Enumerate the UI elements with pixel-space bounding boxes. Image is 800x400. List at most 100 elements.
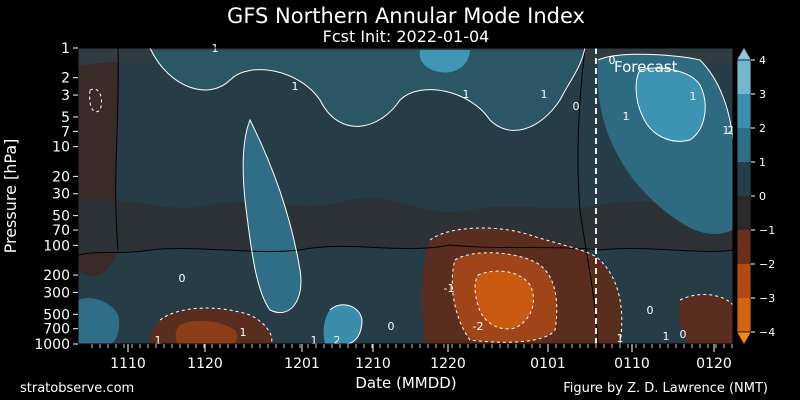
positive-upper-right-core xyxy=(419,50,470,73)
contour-zero-line xyxy=(577,48,599,344)
footer-credit: Figure by Z. D. Lawrence (NMT) xyxy=(563,381,768,396)
y-tick-label: 70 xyxy=(52,223,70,239)
contour-labels: 1 1 1 1 1 1 0 0 1 2 0 2 1 1 1 1 0 -1 -2 … xyxy=(155,42,735,347)
contour-positive-line xyxy=(329,304,363,344)
colorbar-tick-label: 2 xyxy=(759,122,766,135)
y-tick-label: 1000 xyxy=(34,337,70,353)
x-tick-label: 0101 xyxy=(530,356,566,372)
y-tick-label: 200 xyxy=(43,268,70,284)
colorbar-tick-label: 0 xyxy=(759,190,766,203)
plot-frame xyxy=(77,47,734,345)
contour-label: 0 xyxy=(680,328,687,341)
contour-label: 1 xyxy=(541,88,548,101)
contour-positive-line xyxy=(242,118,302,313)
x-axis-label: Date (MMDD) xyxy=(355,374,456,392)
contour-label: 2 xyxy=(334,334,341,347)
x-axis: 1110 1120 1201 1210 1220 0101 0110 0120 xyxy=(91,344,733,372)
positive-column-region xyxy=(243,120,301,313)
colorbar-extend-top xyxy=(737,48,751,60)
y-tick-label: 5 xyxy=(61,110,70,126)
contour-label: 0 xyxy=(609,54,616,67)
y-tick-label: 100 xyxy=(43,238,70,254)
positive-upper-region xyxy=(150,50,585,131)
y-tick-label: 500 xyxy=(43,307,70,323)
y-tick-label: 7 xyxy=(61,124,70,140)
x-tick-label: 1120 xyxy=(187,356,223,372)
contour-positive-line xyxy=(597,53,733,141)
colorbar-extend-bottom xyxy=(737,332,751,344)
negative-core-center xyxy=(475,271,534,329)
y-tick-label: 30 xyxy=(52,187,70,203)
chart-subtitle: Fcst Init: 2022-01-04 xyxy=(323,27,490,46)
colorbar-segment xyxy=(737,162,751,197)
y-tick-label: 300 xyxy=(43,285,70,301)
x-tick-label: 1220 xyxy=(430,356,466,372)
contour-label: 1 xyxy=(155,334,162,347)
contour-zero-line xyxy=(115,48,119,251)
contour-label: 1 xyxy=(623,110,630,123)
x-tick-label: 1110 xyxy=(110,356,146,372)
contour-label: 1 xyxy=(617,332,624,345)
colorbar-segment xyxy=(737,264,751,299)
contour-negative-line xyxy=(429,227,623,344)
colorbar-tick-label: −2 xyxy=(759,258,775,271)
positive-lower-left-region xyxy=(78,298,120,344)
contour-label: 1 xyxy=(292,80,299,93)
contour-label: 1 xyxy=(723,124,730,137)
contour-negative-line xyxy=(159,307,273,344)
colorbar-segment xyxy=(737,298,751,333)
colorbar-segment xyxy=(737,230,751,265)
contour-label: -2 xyxy=(473,320,484,333)
colorbar-segment xyxy=(737,60,751,95)
colorbar-tick-label: 1 xyxy=(759,156,766,169)
footer-source: stratobserve.com xyxy=(20,381,135,396)
colorbar-segment xyxy=(737,94,751,129)
contour-lines xyxy=(78,48,733,344)
chart-title: GFS Northern Annular Mode Index xyxy=(227,4,585,28)
y-tick-label: 50 xyxy=(52,209,70,225)
contour-label: 0 xyxy=(647,304,654,317)
colorbar: 4 3 2 1 0 −1 −2 −3 −4 xyxy=(736,48,775,344)
near-zero-middle-band xyxy=(78,197,733,255)
y-axis-label: Pressure [hPa] xyxy=(1,139,20,254)
colorbar-segment xyxy=(737,196,751,231)
contour-label: 1 xyxy=(463,88,470,101)
contour-negative-line xyxy=(89,88,103,113)
colorbar-tick-label: 4 xyxy=(759,54,766,67)
negative-lower-right-region xyxy=(678,294,733,344)
negative-lower-left-core xyxy=(175,320,238,344)
contour-negative-line xyxy=(451,252,558,343)
contour-label: 1 xyxy=(690,90,697,103)
colorbar-tick-label: −4 xyxy=(759,326,775,339)
contour-positive-line xyxy=(635,67,706,142)
contour-label: 1 xyxy=(663,330,670,343)
positive-lower-mid-region xyxy=(323,304,362,344)
x-tick-label: 0120 xyxy=(696,356,732,372)
colorbar-tick-label: −3 xyxy=(759,292,775,305)
positive-forecast-core xyxy=(636,68,706,142)
y-tick-label: 10 xyxy=(52,140,70,156)
colorbar-tick-label: −1 xyxy=(759,224,775,237)
y-tick-label: 3 xyxy=(61,88,70,104)
forecast-label: Forecast xyxy=(614,58,678,76)
field-shading xyxy=(78,48,733,344)
contour-label: -1 xyxy=(444,282,455,295)
y-tick-label: 1 xyxy=(61,41,70,57)
x-tick-label: 1210 xyxy=(355,356,391,372)
y-tick-label: 700 xyxy=(43,322,70,338)
contour-negative-line xyxy=(679,294,733,306)
plot-area xyxy=(78,48,733,344)
colorbar-segment xyxy=(737,128,751,163)
contour-label: 2 xyxy=(728,124,735,137)
contour-positive-line xyxy=(149,48,586,131)
contour-label: 1 xyxy=(240,326,247,339)
contour-label: 1 xyxy=(311,334,318,347)
x-tick-label: 0110 xyxy=(614,356,650,372)
x-tick-label: 1201 xyxy=(284,356,320,372)
contour-label: 0 xyxy=(388,320,395,333)
contour-label: 0 xyxy=(179,272,186,285)
colorbar-tick-label: 3 xyxy=(759,88,766,101)
contour-label: 0 xyxy=(573,100,580,113)
